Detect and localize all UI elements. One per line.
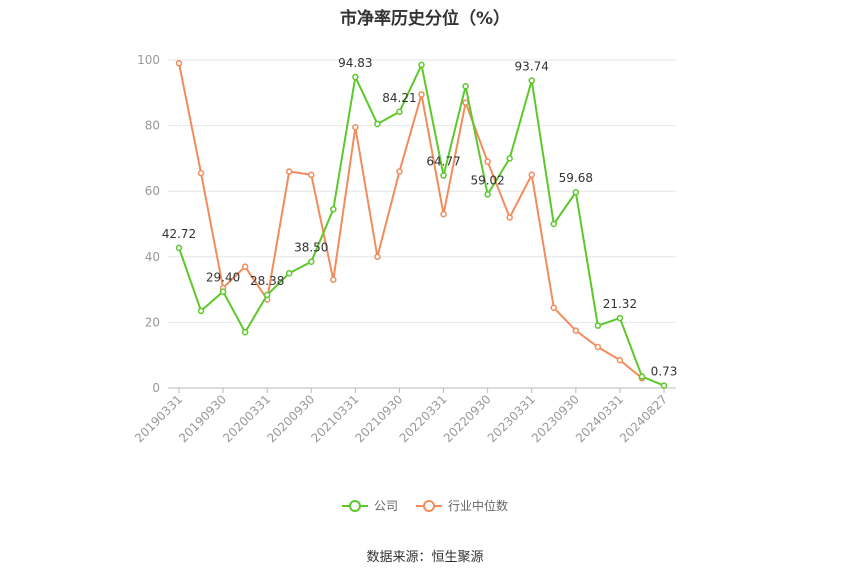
grid-lines — [168, 59, 676, 389]
data-point — [285, 269, 293, 277]
y-axis: 0 20 40 60 80 100 — [137, 53, 160, 395]
data-point — [241, 328, 249, 336]
data-point — [396, 108, 403, 116]
legend-item-industry-median[interactable]: 行业中位数 — [416, 497, 508, 514]
data-point — [638, 373, 646, 380]
data-label: 59.02 — [470, 173, 504, 187]
data-point — [594, 343, 602, 351]
data-point — [352, 73, 359, 81]
chart-title: 市净率历史分位（%） — [339, 9, 511, 29]
data-point — [175, 60, 183, 67]
data-point — [572, 188, 580, 196]
data-label: 0.73 — [651, 365, 678, 379]
data-point — [594, 322, 602, 329]
data-point — [197, 169, 205, 177]
data-point — [660, 382, 668, 389]
data-point — [484, 191, 491, 198]
data-point — [528, 171, 535, 179]
series-line-1 — [178, 63, 643, 379]
data-label: 42.72 — [162, 227, 196, 241]
y-tick-label: 20 — [145, 315, 160, 329]
x-tick-label: 20240827 — [617, 392, 670, 445]
data-point — [418, 91, 425, 98]
data-label: 28.38 — [250, 274, 284, 288]
data-point — [528, 77, 535, 84]
data-point — [308, 258, 315, 265]
data-point — [285, 168, 293, 175]
data-point — [352, 123, 359, 131]
data-point — [616, 356, 624, 364]
data-point — [396, 168, 403, 175]
data-point — [263, 291, 271, 299]
series-group — [175, 60, 668, 389]
data-point — [219, 288, 227, 295]
legend-swatch-company — [341, 499, 368, 512]
data-label: 64.77 — [426, 155, 460, 169]
data-source: 数据来源：恒生聚源 — [366, 550, 484, 565]
legend-swatch-industry-median — [416, 499, 442, 512]
data-point — [241, 263, 249, 270]
data-labels: 42.72 29.40 28.38 38.50 94.83 84.21 64.77 59.02… — [162, 56, 678, 379]
data-label: 38.50 — [294, 241, 328, 255]
data-point — [550, 304, 558, 311]
data-point — [550, 220, 558, 228]
data-point — [462, 99, 469, 106]
data-point — [374, 253, 381, 261]
y-tick-label: 80 — [145, 119, 160, 133]
y-tick-label: 0 — [152, 381, 160, 395]
legend-label-industry-median: 行业中位数 — [448, 499, 509, 513]
data-point — [484, 158, 491, 165]
x-axis: 2019033120190930202003312020093020210331… — [132, 388, 670, 445]
data-point — [330, 205, 337, 213]
legend: 公司 行业中位数 — [0, 497, 850, 514]
data-label: 59.68 — [559, 171, 593, 185]
legend-label-company: 公司 — [373, 499, 398, 513]
data-point — [572, 327, 580, 334]
data-label: 29.40 — [206, 271, 240, 285]
data-point — [440, 210, 447, 218]
y-tick-label: 60 — [145, 184, 160, 198]
y-tick-label: 40 — [145, 250, 160, 264]
y-tick-label: 100 — [137, 53, 160, 67]
data-label: 93.74 — [515, 60, 549, 74]
data-point — [462, 82, 469, 90]
data-point — [418, 61, 425, 69]
data-label: 84.21 — [382, 91, 416, 105]
line-chart: 0 20 40 60 80 100 201903312019093020200331202… — [132, 53, 678, 445]
legend-item-company[interactable]: 公司 — [341, 497, 398, 514]
data-point — [330, 276, 337, 284]
data-label: 94.83 — [338, 56, 372, 70]
data-point — [506, 214, 513, 221]
data-label: 21.32 — [603, 297, 637, 311]
data-point — [308, 171, 315, 179]
data-point — [440, 172, 447, 179]
data-point — [197, 307, 205, 315]
data-point — [616, 314, 624, 322]
data-point — [374, 120, 381, 128]
series-line-0 — [178, 63, 665, 387]
data-point — [175, 244, 183, 252]
data-point — [506, 155, 513, 162]
